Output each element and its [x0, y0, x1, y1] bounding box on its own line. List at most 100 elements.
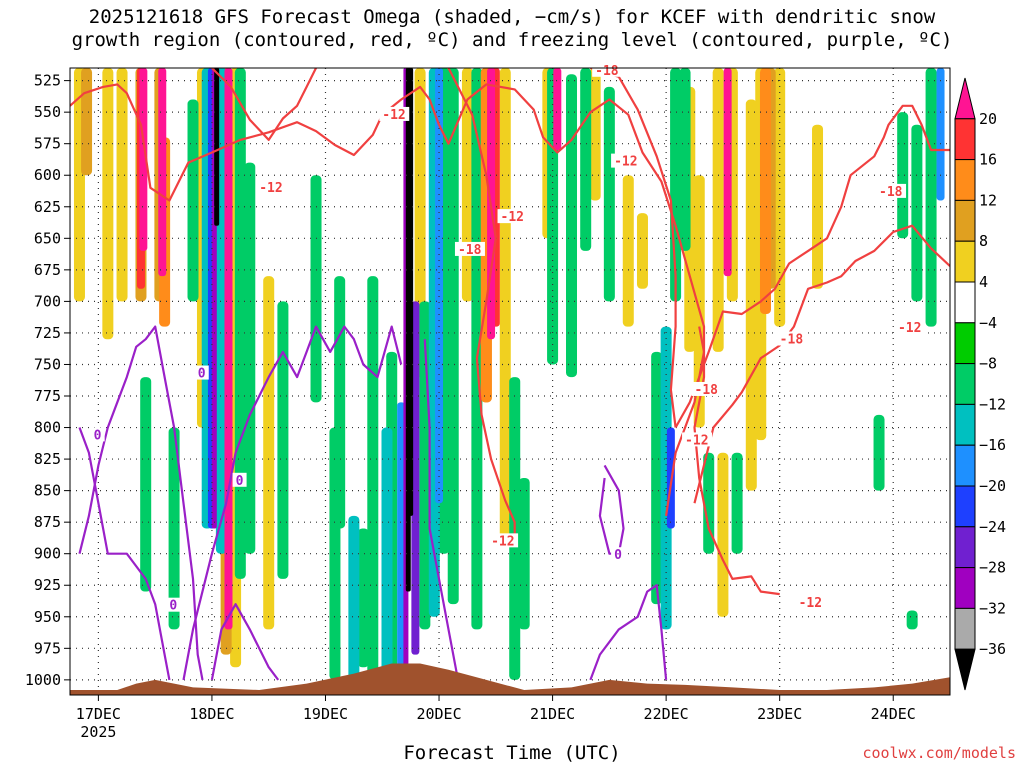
y-tick-label-850: 850	[34, 482, 61, 500]
red-contour-1	[211, 68, 317, 141]
contour-label-bg-5	[454, 241, 485, 256]
x-tick-label-1: 18DEC	[189, 705, 234, 723]
contour-label-0: -12	[259, 181, 282, 196]
terrain-fill	[70, 663, 950, 695]
contour-label-bg-1	[379, 106, 410, 121]
omega-column-59	[925, 68, 937, 327]
omega-column-69	[759, 68, 771, 315]
contour-label-8: -12	[685, 433, 708, 448]
x-tick-label-4: 21DEC	[530, 705, 575, 723]
chart-title-line-1: 2025121618 GFS Forecast Omega (shaded, −…	[88, 6, 936, 28]
contour-label-bg-14	[90, 427, 105, 442]
omega-column-33	[310, 175, 322, 403]
x-tick-label-3: 20DEC	[416, 705, 461, 723]
omega-column-49	[603, 86, 615, 302]
omega-column-21	[812, 124, 824, 289]
contour-label-2: -18	[595, 64, 619, 79]
colorbar-label-6: −8	[979, 355, 997, 373]
x-axis-label: Forecast Time (UTC)	[403, 742, 621, 764]
contour-label-bg-13	[194, 365, 209, 380]
contour-label-bg-17	[611, 547, 626, 562]
omega-column-72	[435, 68, 444, 504]
plot-frame	[69, 67, 951, 696]
omega-column-28	[187, 99, 199, 302]
contour-label-bg-0	[256, 180, 287, 195]
omega-column-57	[897, 112, 909, 239]
colorbar-label-9: −20	[979, 477, 1006, 495]
omega-column-74	[936, 68, 945, 201]
omega-column-80	[553, 68, 562, 151]
omega-column-41	[447, 68, 459, 605]
omega-column-71	[397, 402, 406, 680]
purple-contour-2	[182, 325, 403, 681]
omega-column-56	[873, 414, 885, 491]
omega-column-2	[116, 68, 128, 302]
grid	[70, 68, 950, 695]
contour-label-14: 0	[94, 428, 102, 443]
omega-column-65	[381, 427, 393, 680]
contour-label-bg-11	[894, 320, 925, 335]
contour-label-4: -12	[501, 210, 524, 225]
colorbar-segment-3	[954, 199, 976, 242]
contour-label-3: -12	[614, 155, 637, 170]
x-tick-label-2: 19DEC	[303, 705, 348, 723]
omega-column-53	[703, 452, 715, 554]
omega-column-9	[499, 68, 511, 542]
contour-label-5: -18	[458, 243, 482, 258]
omega-column-42	[471, 68, 483, 630]
colorbar-segment-2	[954, 159, 976, 201]
y-tick-label-575: 575	[34, 135, 61, 153]
colorbar-segment-13	[954, 607, 976, 650]
y-axis: 525 550 575 600 625 650 675 700 725 750 775 800 825 8…	[25, 72, 70, 689]
omega-column-25	[140, 377, 152, 592]
omega-column-6	[414, 68, 426, 378]
purple-contour-1	[78, 427, 171, 681]
omega-column-31	[244, 162, 256, 554]
omega-column-60	[906, 610, 918, 630]
y-tick-label-775: 775	[34, 387, 61, 405]
omega-column-23	[81, 68, 93, 176]
y-tick-label-825: 825	[34, 450, 61, 468]
y-tick-label-600: 600	[34, 166, 61, 184]
contour-label-12: -12	[799, 596, 822, 611]
omega-column-32	[277, 301, 289, 579]
purple-contour-3	[210, 603, 280, 681]
colorbar-label-3: 8	[979, 232, 988, 250]
colorbar-segment-1	[954, 118, 976, 161]
contour-label-bg-10	[876, 183, 907, 198]
omega-column-83	[411, 301, 420, 655]
credit-text: coolwx.com/models	[862, 744, 1016, 762]
colorbar-segment-12	[954, 567, 976, 609]
omega-column-30	[234, 68, 246, 579]
y-tick-label-750: 750	[34, 355, 61, 373]
colorbar-segment-8	[954, 403, 976, 446]
y-tick-label-875: 875	[34, 513, 61, 531]
x-tick-label-6: 23DEC	[757, 705, 802, 723]
colorbar-label-0: 20	[979, 110, 997, 128]
y-tick-label-525: 525	[34, 72, 61, 90]
omega-column-82	[723, 68, 732, 277]
omega-column-27	[168, 427, 180, 630]
omega-column-54	[731, 452, 743, 554]
omega-column-50	[651, 351, 663, 605]
contour-label-bg-9	[776, 331, 807, 346]
red-contour-5	[693, 224, 950, 504]
omega-column-35	[334, 276, 346, 529]
colorbar-label-7: −12	[979, 395, 1006, 413]
colorbar-segment-9	[954, 444, 976, 487]
colorbar-segment-6	[954, 322, 976, 365]
omega-column-11	[589, 68, 601, 201]
contour-label-bg-16	[166, 597, 181, 612]
colorbar-label-10: −24	[979, 518, 1006, 536]
colorbar-segment-5	[954, 281, 976, 324]
contour-label-13: 0	[198, 367, 206, 382]
omega-column-58	[911, 124, 923, 302]
colorbar-label-11: −28	[979, 559, 1006, 577]
contour-label-bg-8	[682, 432, 713, 447]
x-tick-label-7: 24DEC	[871, 705, 916, 723]
y-tick-label-625: 625	[34, 198, 61, 216]
red-contour-3	[590, 68, 677, 428]
contour-label-bg-7	[691, 381, 722, 396]
colorbar-segment-11	[954, 526, 976, 569]
